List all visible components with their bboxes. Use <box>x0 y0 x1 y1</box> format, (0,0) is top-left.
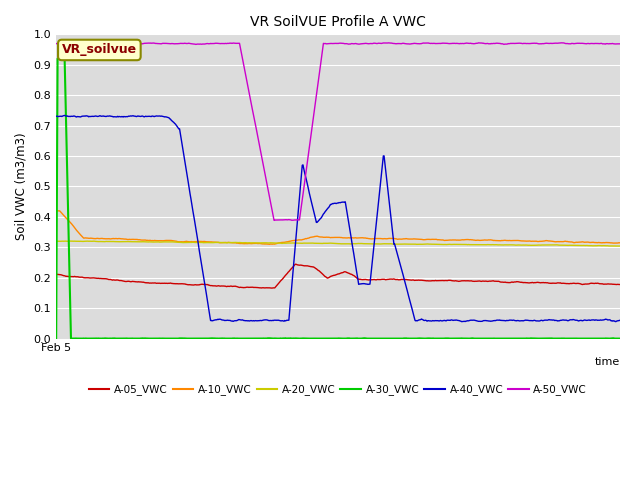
Legend: A-05_VWC, A-10_VWC, A-20_VWC, A-30_VWC, A-40_VWC, A-50_VWC: A-05_VWC, A-10_VWC, A-20_VWC, A-30_VWC, … <box>84 380 591 399</box>
Text: VR_soilvue: VR_soilvue <box>62 44 137 57</box>
Y-axis label: Soil VWC (m3/m3): Soil VWC (m3/m3) <box>15 132 28 240</box>
Title: VR SoilVUE Profile A VWC: VR SoilVUE Profile A VWC <box>250 15 426 29</box>
Text: time: time <box>595 357 620 367</box>
